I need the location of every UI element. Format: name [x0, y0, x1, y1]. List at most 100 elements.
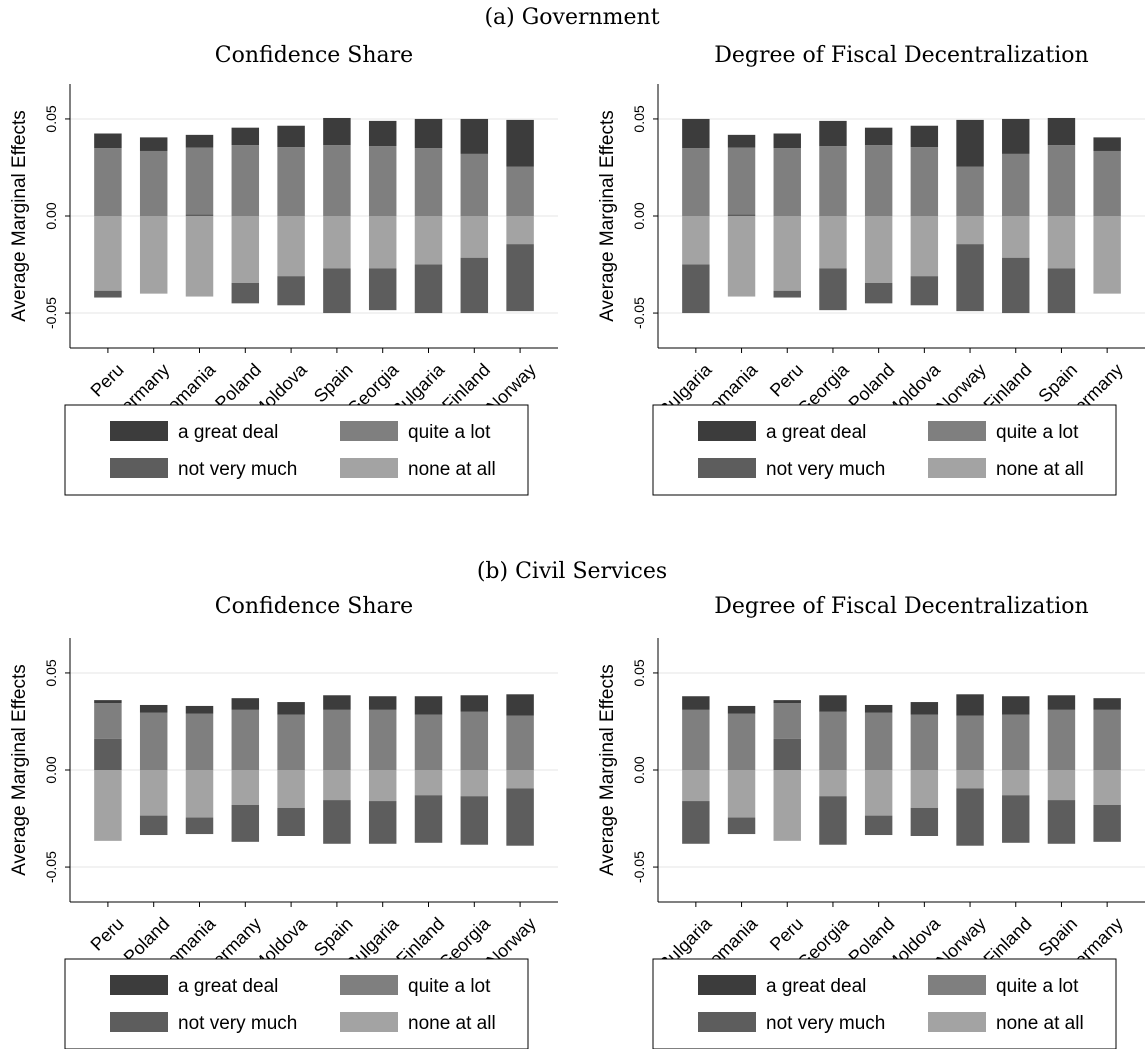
- bar-quite-a-lot: [819, 711, 847, 770]
- bar-none-at-all: [231, 770, 260, 805]
- bar-a-great-deal: [139, 704, 168, 713]
- y-tick-label: -0.05: [631, 297, 647, 329]
- legend-label-not-very-much: not very much: [766, 1013, 885, 1034]
- bar-not-very-much: [323, 268, 351, 314]
- bar-quite-a-lot: [773, 703, 801, 739]
- bar-not-very-much: [185, 817, 214, 835]
- chart-3: Confidence Share 0.05 0.00 -0.05 Average Mar…: [9, 594, 558, 1049]
- bar-none-at-all: [414, 770, 443, 796]
- legend: a great deal quite a lot not very much none…: [64, 404, 529, 496]
- bar-not-very-much: [414, 264, 443, 314]
- bar-not-very-much: [864, 282, 893, 304]
- bar-a-great-deal: [460, 118, 489, 154]
- legend-box: [652, 404, 1117, 496]
- bar-not-very-much: [94, 738, 122, 770]
- chart-title: Confidence Share: [215, 594, 413, 619]
- bar-quite-a-lot: [1047, 709, 1076, 770]
- legend-label-none-at-all: none at all: [996, 459, 1084, 480]
- bar-quite-a-lot: [727, 147, 756, 215]
- bar-not-very-much: [956, 788, 984, 846]
- legend-label-a-great-deal: a great deal: [178, 422, 278, 443]
- bar-a-great-deal: [773, 133, 801, 149]
- bar-none-at-all: [414, 216, 443, 265]
- bar-not-very-much: [506, 788, 534, 846]
- bar-quite-a-lot: [94, 703, 122, 739]
- bar-a-great-deal: [910, 125, 939, 148]
- bar-quite-a-lot: [368, 709, 397, 770]
- legend-swatch-a-great-deal: [110, 975, 168, 995]
- y-tick-label: -0.05: [43, 297, 59, 329]
- bar-none-at-all: [185, 770, 214, 818]
- y-tick-label: 0.00: [43, 202, 59, 229]
- bar-a-great-deal: [819, 120, 847, 147]
- y-tick-label: 0.05: [631, 659, 647, 686]
- bar-quite-a-lot: [94, 148, 122, 216]
- bar-a-great-deal: [773, 700, 801, 704]
- bar-none-at-all: [910, 770, 939, 808]
- bar-quite-a-lot: [323, 145, 351, 216]
- bar-none-at-all: [506, 216, 534, 245]
- legend-swatch-none-at-all: [928, 1012, 986, 1032]
- legend-label-none-at-all: none at all: [408, 459, 496, 480]
- bar-not-very-much: [277, 807, 305, 836]
- bar-a-great-deal: [323, 695, 351, 710]
- legend-label-not-very-much: not very much: [178, 459, 297, 480]
- bar-none-at-all: [231, 216, 260, 283]
- bar-not-very-much: [414, 795, 443, 843]
- bar-not-very-much: [231, 804, 260, 842]
- bar-quite-a-lot: [185, 713, 214, 770]
- charts-layer: Confidence Share 0.05 0.00 -0.05 Average Mar…: [9, 43, 1145, 1049]
- bar-quite-a-lot: [956, 715, 984, 770]
- y-tick-label: -0.05: [43, 851, 59, 883]
- bar-a-great-deal: [682, 696, 710, 710]
- bar-none-at-all: [1093, 770, 1121, 805]
- bar-a-great-deal: [727, 134, 756, 148]
- chart-title: Degree of Fiscal Decentralization: [714, 43, 1088, 68]
- legend-box: [64, 404, 529, 496]
- bar-not-very-much: [368, 801, 397, 844]
- bar-a-great-deal: [323, 117, 351, 146]
- bar-none-at-all: [94, 216, 122, 291]
- bar-quite-a-lot: [956, 166, 984, 216]
- legend: a great deal quite a lot not very much none…: [652, 958, 1117, 1049]
- bar-a-great-deal: [368, 120, 397, 147]
- chart-4: Degree of Fiscal Decentralization 0.05 0.0…: [597, 594, 1145, 1049]
- bar-a-great-deal: [277, 125, 305, 148]
- bar-quite-a-lot: [139, 150, 168, 216]
- bar-a-great-deal: [956, 119, 984, 167]
- bar-a-great-deal: [1047, 695, 1076, 710]
- bar-a-great-deal: [1093, 137, 1121, 151]
- bar-none-at-all: [460, 216, 489, 258]
- bar-not-very-much: [185, 214, 214, 216]
- bar-none-at-all: [682, 216, 710, 265]
- bar-none-at-all: [819, 216, 847, 269]
- bar-none-at-all: [1002, 216, 1030, 258]
- x-tick-label: Peru: [766, 360, 807, 401]
- legend-label-a-great-deal: a great deal: [178, 976, 278, 997]
- bar-not-very-much: [1093, 804, 1121, 842]
- bar-none-at-all: [727, 216, 756, 297]
- bar-none-at-all: [864, 770, 893, 816]
- bar-quite-a-lot: [682, 148, 710, 216]
- bar-quite-a-lot: [139, 712, 168, 770]
- bar-a-great-deal: [910, 702, 939, 715]
- bar-a-great-deal: [231, 698, 260, 710]
- panel-b-title: (b) Civil Services: [477, 559, 667, 584]
- bar-not-very-much: [277, 276, 305, 306]
- bar-none-at-all: [1002, 770, 1030, 796]
- legend-swatch-none-at-all: [928, 458, 986, 478]
- bar-none-at-all: [460, 770, 489, 797]
- bar-none-at-all: [139, 770, 168, 816]
- panel-a-title: (a) Government: [484, 5, 659, 30]
- bar-quite-a-lot: [819, 146, 847, 216]
- bar-not-very-much: [1047, 800, 1076, 844]
- legend-swatch-quite-a-lot: [928, 975, 986, 995]
- bar-not-very-much: [94, 290, 122, 298]
- bar-not-very-much: [682, 801, 710, 844]
- bar-quite-a-lot: [460, 153, 489, 216]
- bar-none-at-all: [910, 216, 939, 277]
- bar-not-very-much: [1002, 257, 1030, 314]
- y-axis-label: Average Marginal Effects: [9, 110, 30, 322]
- bar-none-at-all: [1093, 216, 1121, 294]
